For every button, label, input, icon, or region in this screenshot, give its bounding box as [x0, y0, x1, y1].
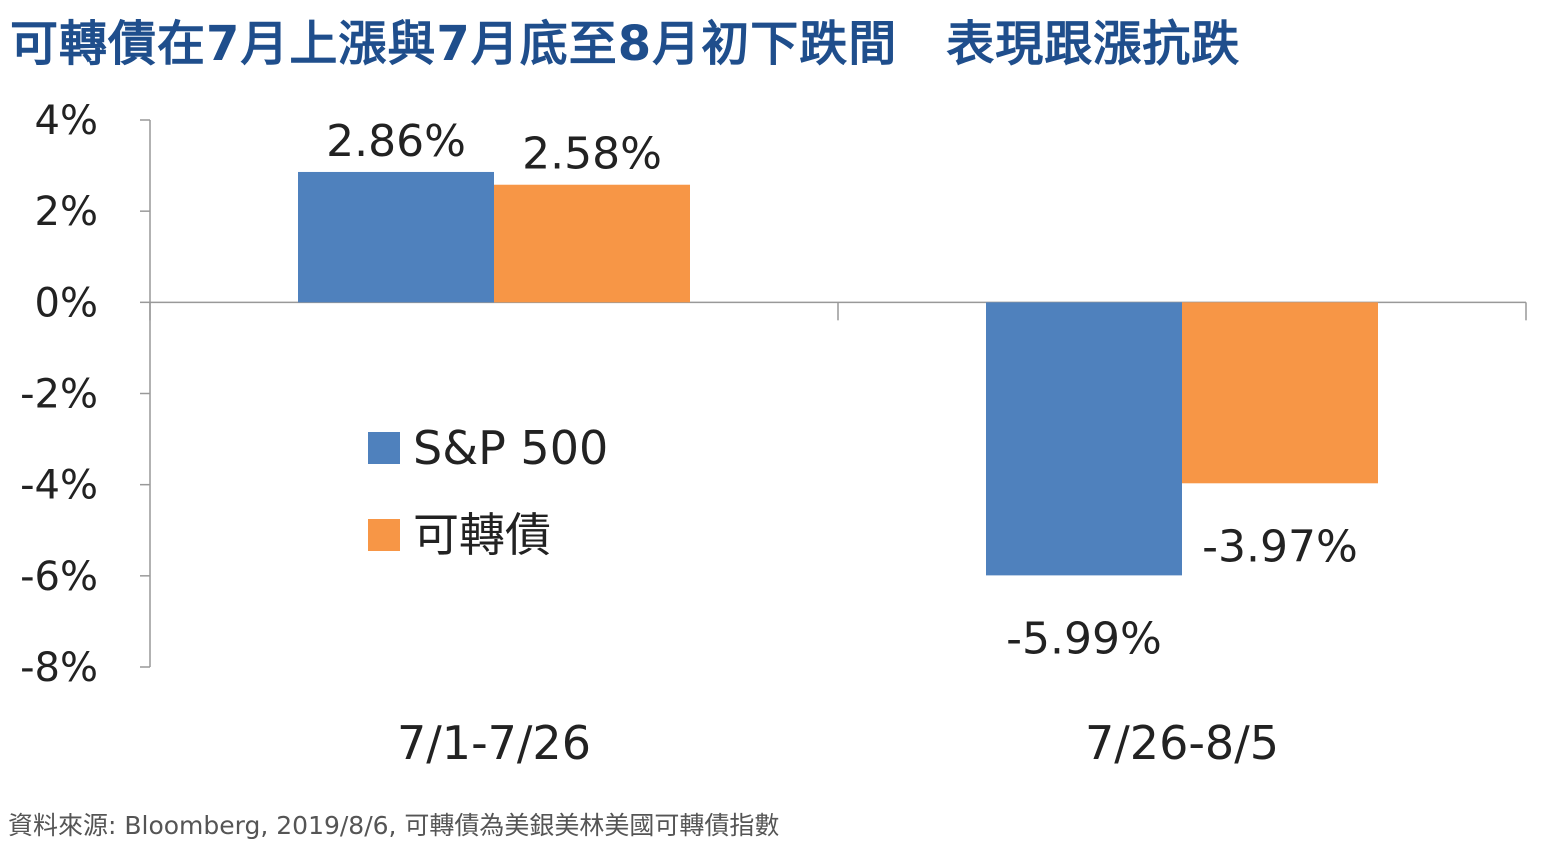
data-label: -3.97%	[1202, 521, 1358, 572]
bar	[298, 171, 494, 303]
data-label: 2.86%	[326, 116, 466, 167]
source-note: 資料來源: Bloomberg, 2019/8/6, 可轉債為美銀美林美國可轉債…	[8, 811, 780, 840]
chart-title: 可轉債在7月上漲與7月底至8月初下跌間 表現跟漲抗跌	[10, 16, 1241, 72]
x-category-label: 7/26-8/5	[1085, 716, 1279, 770]
data-label: -5.99%	[1006, 613, 1162, 664]
bar	[986, 302, 1182, 576]
bar	[1182, 302, 1378, 484]
y-tick-label: 0%	[35, 280, 98, 326]
y-tick-label: -6%	[20, 554, 98, 600]
bar	[494, 184, 690, 303]
y-tick-label: 2%	[35, 189, 98, 235]
y-tick-label: -8%	[20, 645, 98, 691]
legend-swatch	[368, 432, 400, 464]
y-tick-label: -2%	[20, 372, 98, 418]
legend-label: 可轉債	[413, 508, 551, 562]
x-category-label: 7/1-7/26	[397, 716, 591, 770]
bar-chart: 4% 2% 0% -2% -4% -6% -8% 2.86% 2.58% 7/1-7/26 -5.9…	[20, 98, 1527, 770]
legend-label: S&P 500	[413, 421, 608, 475]
data-label: 2.58%	[522, 129, 662, 180]
legend-swatch	[368, 519, 400, 551]
y-tick-label: 4%	[35, 98, 98, 144]
y-tick-label: -4%	[20, 463, 98, 509]
